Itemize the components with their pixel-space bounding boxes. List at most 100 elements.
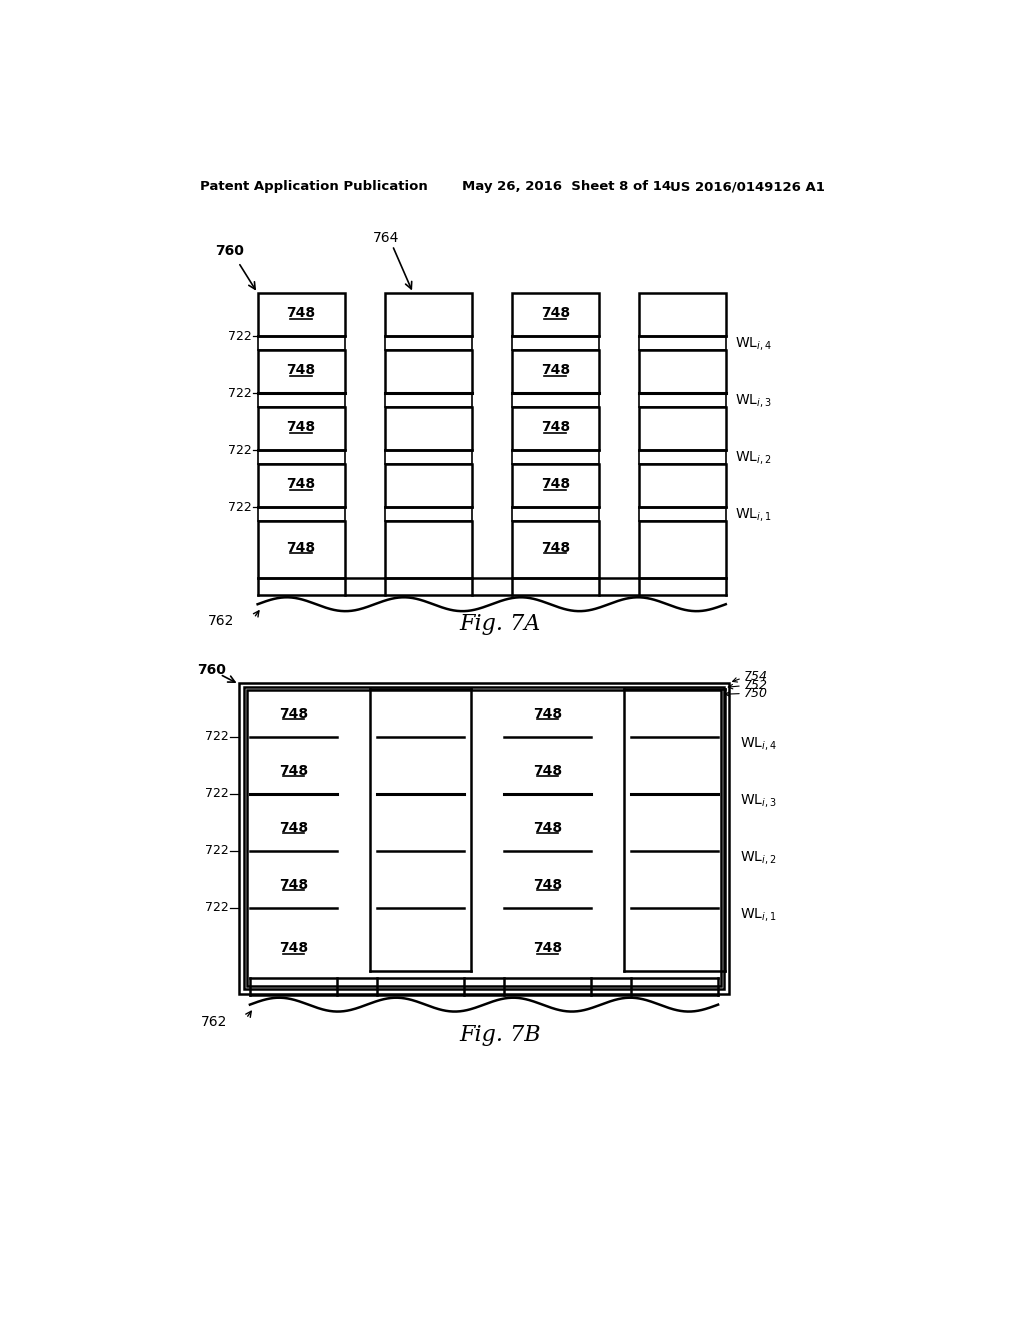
Bar: [504, 793, 591, 808]
Text: 722: 722: [227, 387, 252, 400]
Bar: [639, 407, 726, 450]
Bar: [250, 921, 337, 978]
Text: 748: 748: [541, 477, 569, 491]
Text: WL$_{i,2}$: WL$_{i,2}$: [740, 849, 777, 866]
Bar: [385, 407, 472, 450]
Bar: [631, 865, 718, 908]
Bar: [639, 450, 726, 465]
Bar: [250, 693, 337, 737]
Text: 748: 748: [532, 821, 562, 834]
Bar: [504, 850, 591, 865]
Text: 762: 762: [208, 614, 234, 628]
Text: 748: 748: [279, 706, 308, 721]
Text: 750: 750: [744, 686, 768, 700]
Text: 722: 722: [205, 730, 228, 743]
Text: Fig. 7B: Fig. 7B: [460, 1024, 541, 1047]
Text: Patent Application Publication: Patent Application Publication: [200, 181, 428, 194]
Text: 748: 748: [287, 477, 315, 491]
Text: 748: 748: [532, 763, 562, 777]
Bar: [250, 737, 337, 751]
Text: 760: 760: [215, 244, 244, 257]
Bar: [385, 450, 472, 465]
Bar: [512, 350, 599, 393]
Bar: [631, 921, 718, 978]
Bar: [385, 465, 472, 507]
Text: 748: 748: [279, 763, 308, 777]
Bar: [258, 521, 345, 578]
Bar: [377, 693, 464, 737]
Bar: [258, 350, 345, 393]
Text: WL$_{i,1}$: WL$_{i,1}$: [740, 906, 777, 923]
Bar: [504, 751, 591, 793]
Text: 748: 748: [279, 941, 308, 956]
Bar: [639, 293, 726, 337]
Bar: [377, 808, 464, 850]
Bar: [258, 337, 345, 350]
Text: 762: 762: [201, 1015, 226, 1028]
Bar: [504, 908, 591, 921]
Bar: [639, 465, 726, 507]
Bar: [377, 751, 464, 793]
Bar: [504, 737, 591, 751]
Bar: [385, 521, 472, 578]
Bar: [639, 393, 726, 407]
Text: WL$_{i,3}$: WL$_{i,3}$: [740, 792, 777, 809]
Bar: [512, 507, 599, 521]
Text: 748: 748: [532, 878, 562, 891]
Bar: [258, 450, 345, 465]
Bar: [639, 337, 726, 350]
Bar: [244, 688, 724, 989]
Text: WL$_{i,3}$: WL$_{i,3}$: [735, 392, 772, 409]
Text: 748: 748: [287, 306, 315, 321]
Bar: [631, 751, 718, 793]
Text: 748: 748: [287, 541, 315, 554]
Bar: [377, 850, 464, 865]
Bar: [385, 337, 472, 350]
Bar: [385, 293, 472, 337]
Text: 752: 752: [744, 680, 768, 693]
Bar: [377, 921, 464, 978]
Bar: [250, 850, 337, 865]
Bar: [240, 682, 729, 994]
Bar: [631, 737, 718, 751]
Text: WL$_{i,4}$: WL$_{i,4}$: [735, 335, 772, 351]
Bar: [258, 465, 345, 507]
Text: 722: 722: [227, 330, 252, 343]
Bar: [512, 293, 599, 337]
Bar: [258, 293, 345, 337]
Bar: [377, 908, 464, 921]
Bar: [631, 850, 718, 865]
Bar: [504, 693, 591, 737]
Bar: [639, 507, 726, 521]
Text: US 2016/0149126 A1: US 2016/0149126 A1: [670, 181, 824, 194]
Text: 760: 760: [197, 664, 225, 677]
Bar: [250, 865, 337, 908]
Bar: [631, 793, 718, 808]
Bar: [377, 737, 464, 751]
Text: 722: 722: [205, 787, 228, 800]
Text: 748: 748: [541, 306, 569, 321]
Bar: [631, 693, 718, 737]
Text: 748: 748: [541, 363, 569, 378]
Text: May 26, 2016  Sheet 8 of 14: May 26, 2016 Sheet 8 of 14: [462, 181, 671, 194]
Text: 754: 754: [744, 671, 768, 684]
Text: 748: 748: [279, 878, 308, 891]
Bar: [504, 921, 591, 978]
Bar: [512, 465, 599, 507]
Bar: [504, 808, 591, 850]
Bar: [385, 350, 472, 393]
Bar: [250, 793, 337, 808]
Bar: [258, 507, 345, 521]
Bar: [512, 521, 599, 578]
Text: 748: 748: [541, 420, 569, 434]
Bar: [512, 450, 599, 465]
Bar: [512, 407, 599, 450]
Bar: [504, 865, 591, 908]
Text: 748: 748: [532, 941, 562, 956]
Bar: [631, 908, 718, 921]
Text: 748: 748: [532, 706, 562, 721]
Bar: [385, 507, 472, 521]
Text: 748: 748: [287, 363, 315, 378]
Text: 764: 764: [373, 231, 399, 244]
Text: WL$_{i,2}$: WL$_{i,2}$: [735, 449, 771, 466]
